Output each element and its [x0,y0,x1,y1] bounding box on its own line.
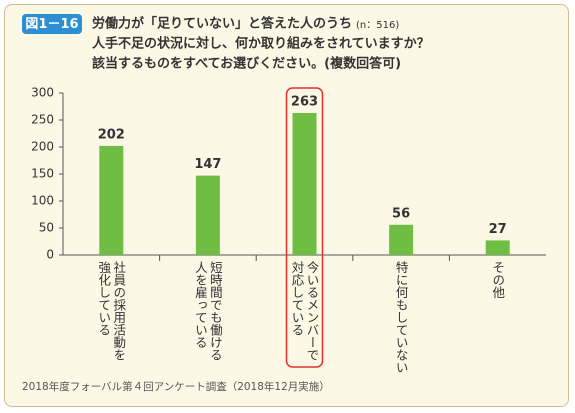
value-label: 27 [489,222,507,237]
y-tick-label: 50 [39,221,54,235]
x-tick-label-line: 短時間でも働ける [207,261,223,361]
x-tick-label: 短時間でも働ける 人を雇っている [193,261,223,361]
y-tick-label: 200 [31,140,54,154]
bar [292,112,317,255]
y-tick-label: 250 [31,113,54,127]
x-tick-label-line: 社員の採用活動を [111,261,127,361]
value-label: 147 [194,157,221,172]
chart-title: 人手不足の状況に対し、何か取り組みをされていますか？ [92,36,430,52]
y-tick-label: 0 [46,248,54,262]
bar [389,224,414,255]
bar [99,145,124,255]
x-tick-label: 特に何もしていない [394,261,409,374]
x-tick-label: 社員の採用活動を 強化している [96,261,126,361]
sample-note: (n：516) [356,20,399,31]
value-label: 202 [98,127,125,142]
bar [195,175,220,255]
x-tick-label-line: 特に何もしていない [393,261,409,374]
badge [22,14,82,34]
bar [485,240,510,255]
y-tick-label: 150 [31,167,54,181]
value-label: 56 [392,206,410,221]
source: 2018年度フォーバル第４回アンケート調査（2018年12月実施） [22,380,330,393]
x-tick-label-line: 今いるメンバーで [304,261,320,361]
x-tick-label-line: 強化している [96,261,112,336]
value-label: 263 [291,94,318,109]
chart-title: 該当するものをすべてお選びください。(複数回答可) [92,56,401,72]
y-tick-label: 300 [31,86,54,100]
x-tick-label: 今いるメンバーで 対応している [290,261,320,361]
highlight-box [285,87,324,368]
badge-label: 図1－16 [25,17,78,32]
x-tick-label-line: 人を雇っている [192,261,208,349]
x-tick-label: その他 [490,261,505,299]
y-tick-label: 100 [31,194,54,208]
x-tick-label-line: その他 [490,261,506,299]
chart-title: 労働力が「足りていない」と答えた人のうち [92,16,352,32]
x-tick-label-line: 対応している [289,261,305,336]
